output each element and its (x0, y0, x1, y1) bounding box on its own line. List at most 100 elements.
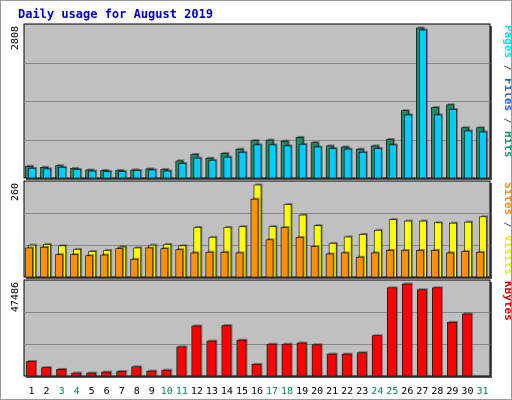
kbytes-bar (311, 344, 322, 377)
files-bar (43, 168, 51, 179)
day-label: 15 (236, 386, 248, 397)
day-label: 11 (176, 386, 188, 397)
kbytes-bar (447, 322, 457, 377)
day-label: 5 (89, 386, 95, 397)
day-label: 12 (191, 386, 203, 397)
day-label: 22 (341, 386, 353, 397)
kbytes-bar (251, 364, 262, 377)
kbytes-bar (101, 371, 111, 377)
kbytes-bar (462, 313, 472, 377)
day-label: 25 (386, 386, 398, 397)
files-bar (118, 171, 126, 179)
sites-bar (85, 255, 93, 278)
files-bar (268, 144, 277, 179)
sites-bar (70, 254, 78, 278)
sites-bar (295, 237, 304, 278)
files-bar (479, 131, 487, 179)
files-bar (193, 157, 202, 179)
hits-legend-entry: Hits (502, 131, 512, 158)
x-axis-day-labels: 1 2 3 4 5 6 7 8 9 10 11 12 13 14 15 16 17 18 19 20 21 22 23 24 2… (29, 386, 489, 397)
sites-bar (370, 252, 379, 278)
day-label: 2 (44, 386, 50, 397)
files-bar (343, 148, 352, 179)
sites-bar (220, 251, 229, 278)
files-bar (253, 144, 262, 179)
kbytes-bar (116, 371, 126, 377)
files-bar (404, 114, 412, 179)
kbytes-bar (402, 283, 412, 377)
sites-bar (461, 251, 469, 278)
day-label: 21 (326, 386, 338, 397)
kbytes-legend: KBytes (502, 281, 512, 321)
kbytes-bar (206, 340, 217, 377)
files-bar (58, 167, 66, 179)
kbytes-bar (71, 372, 81, 377)
sites-bar (340, 252, 349, 278)
kbytes-bar (191, 325, 202, 377)
day-label: 3 (59, 386, 65, 397)
visits-legend-entry: Sites (502, 182, 512, 215)
kbytes-bar (176, 346, 187, 377)
sites-bar (205, 251, 214, 278)
sites-bar (115, 248, 123, 278)
files-bar (133, 170, 142, 179)
chart-title: Daily usage for August 2019 (18, 7, 213, 21)
day-label: 19 (296, 386, 308, 397)
day-label: 20 (311, 386, 323, 397)
day-label: 31 (476, 386, 488, 397)
day-label: 10 (161, 386, 173, 397)
sites-bar (100, 254, 108, 278)
sites-bar (175, 249, 184, 278)
files-bar (419, 29, 427, 179)
sites-bar (55, 254, 63, 278)
sites-bar (476, 251, 484, 278)
files-bar (328, 148, 337, 179)
day-label: 17 (266, 386, 278, 397)
day-label: 29 (446, 386, 458, 397)
sites-bar (130, 259, 139, 278)
sites-bar (280, 227, 289, 278)
kbytes-bar (236, 339, 247, 377)
day-label: 24 (371, 386, 383, 397)
hits-legend-entry: Pages (502, 25, 512, 58)
day-label: 27 (416, 386, 428, 397)
sites-bar (25, 247, 33, 278)
day-label: 1 (29, 386, 35, 397)
kbytes-bar (417, 289, 427, 377)
files-bar (178, 163, 187, 179)
hits-legend-entry: / (502, 58, 512, 78)
day-label: 14 (221, 386, 233, 397)
kbytes-bar (371, 335, 382, 377)
kbytes-bar (41, 367, 51, 377)
kbytes-bar (386, 287, 397, 377)
sites-bar (145, 247, 154, 278)
sites-bar (416, 250, 424, 278)
sites-bar (160, 248, 169, 278)
sites-bar (446, 252, 454, 278)
files-bar (464, 130, 472, 179)
sites-bar (265, 239, 274, 278)
hits-axis-max-label: 2808 (10, 26, 21, 50)
day-label: 6 (104, 386, 110, 397)
files-bar (208, 160, 217, 179)
files-bar (88, 170, 96, 179)
hits-panel: 2808 (10, 23, 492, 180)
files-bar (313, 146, 322, 179)
visits-legend: Sites / Visits (502, 182, 512, 275)
visits-legend-entry: / (502, 215, 512, 235)
day-label: 18 (281, 386, 293, 397)
sites-bar (310, 246, 319, 278)
hits-legend-entry: / (502, 111, 512, 131)
kbytes-bar (281, 343, 292, 377)
kbytes-bar (86, 372, 96, 377)
sites-bar (355, 256, 364, 278)
files-bar (73, 169, 81, 179)
day-label: 8 (134, 386, 140, 397)
sites-bar (235, 252, 244, 278)
day-label: 28 (431, 386, 443, 397)
kbytes-bar (356, 352, 367, 377)
kbytes-bar (146, 370, 157, 377)
hits-legend: Pages / Files / Hits (502, 25, 512, 158)
files-bar (298, 144, 307, 179)
